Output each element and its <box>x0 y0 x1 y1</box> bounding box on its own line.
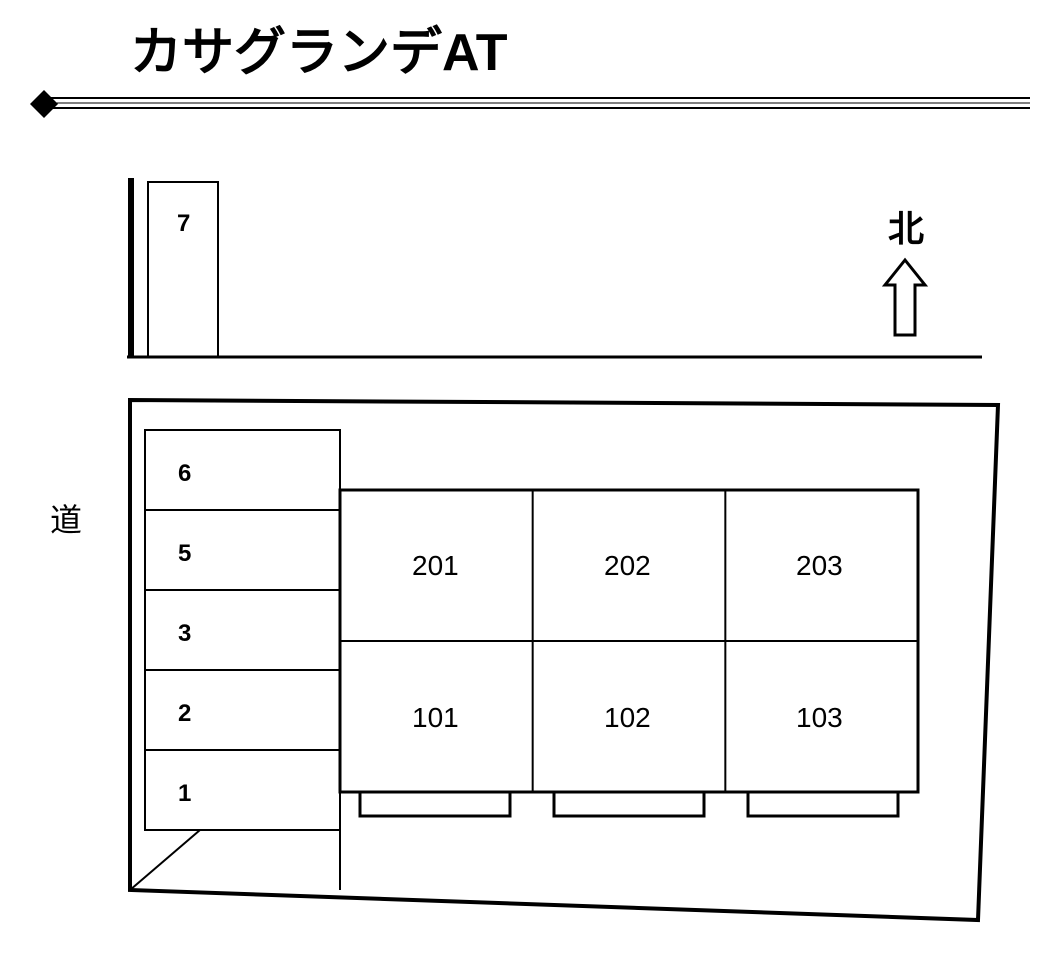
compass-label: 北 <box>888 200 924 252</box>
parking-slot-label: 6 <box>178 460 191 488</box>
unit-label: 103 <box>796 702 843 734</box>
unit-label: 102 <box>604 702 651 734</box>
parking-slot-label: 3 <box>178 620 191 648</box>
parking-slot-label: 5 <box>178 540 191 568</box>
north-arrow-icon <box>885 260 925 335</box>
parking-slot <box>145 670 340 750</box>
entrance-marker <box>554 792 704 816</box>
header-diamond-icon <box>30 90 58 118</box>
unit-label: 101 <box>412 702 459 734</box>
parking-slot-label: 2 <box>178 700 191 728</box>
lot-corner-diagonal <box>130 830 200 890</box>
parking-slot-7-label: 7 <box>177 210 190 238</box>
road-label: 道 <box>50 495 82 541</box>
entrance-marker <box>360 792 510 816</box>
unit-label: 201 <box>412 550 459 582</box>
parking-slot <box>145 430 340 510</box>
unit-label: 203 <box>796 550 843 582</box>
parking-slot-label: 1 <box>178 780 191 808</box>
unit-label: 202 <box>604 550 651 582</box>
parking-slot <box>145 750 340 830</box>
entrance-marker <box>748 792 898 816</box>
parking-slot <box>145 590 340 670</box>
site-plan-canvas <box>0 0 1047 969</box>
parking-slot <box>145 510 340 590</box>
page-title: カサグランデAT <box>130 10 507 85</box>
parking-slot-7 <box>148 182 218 357</box>
